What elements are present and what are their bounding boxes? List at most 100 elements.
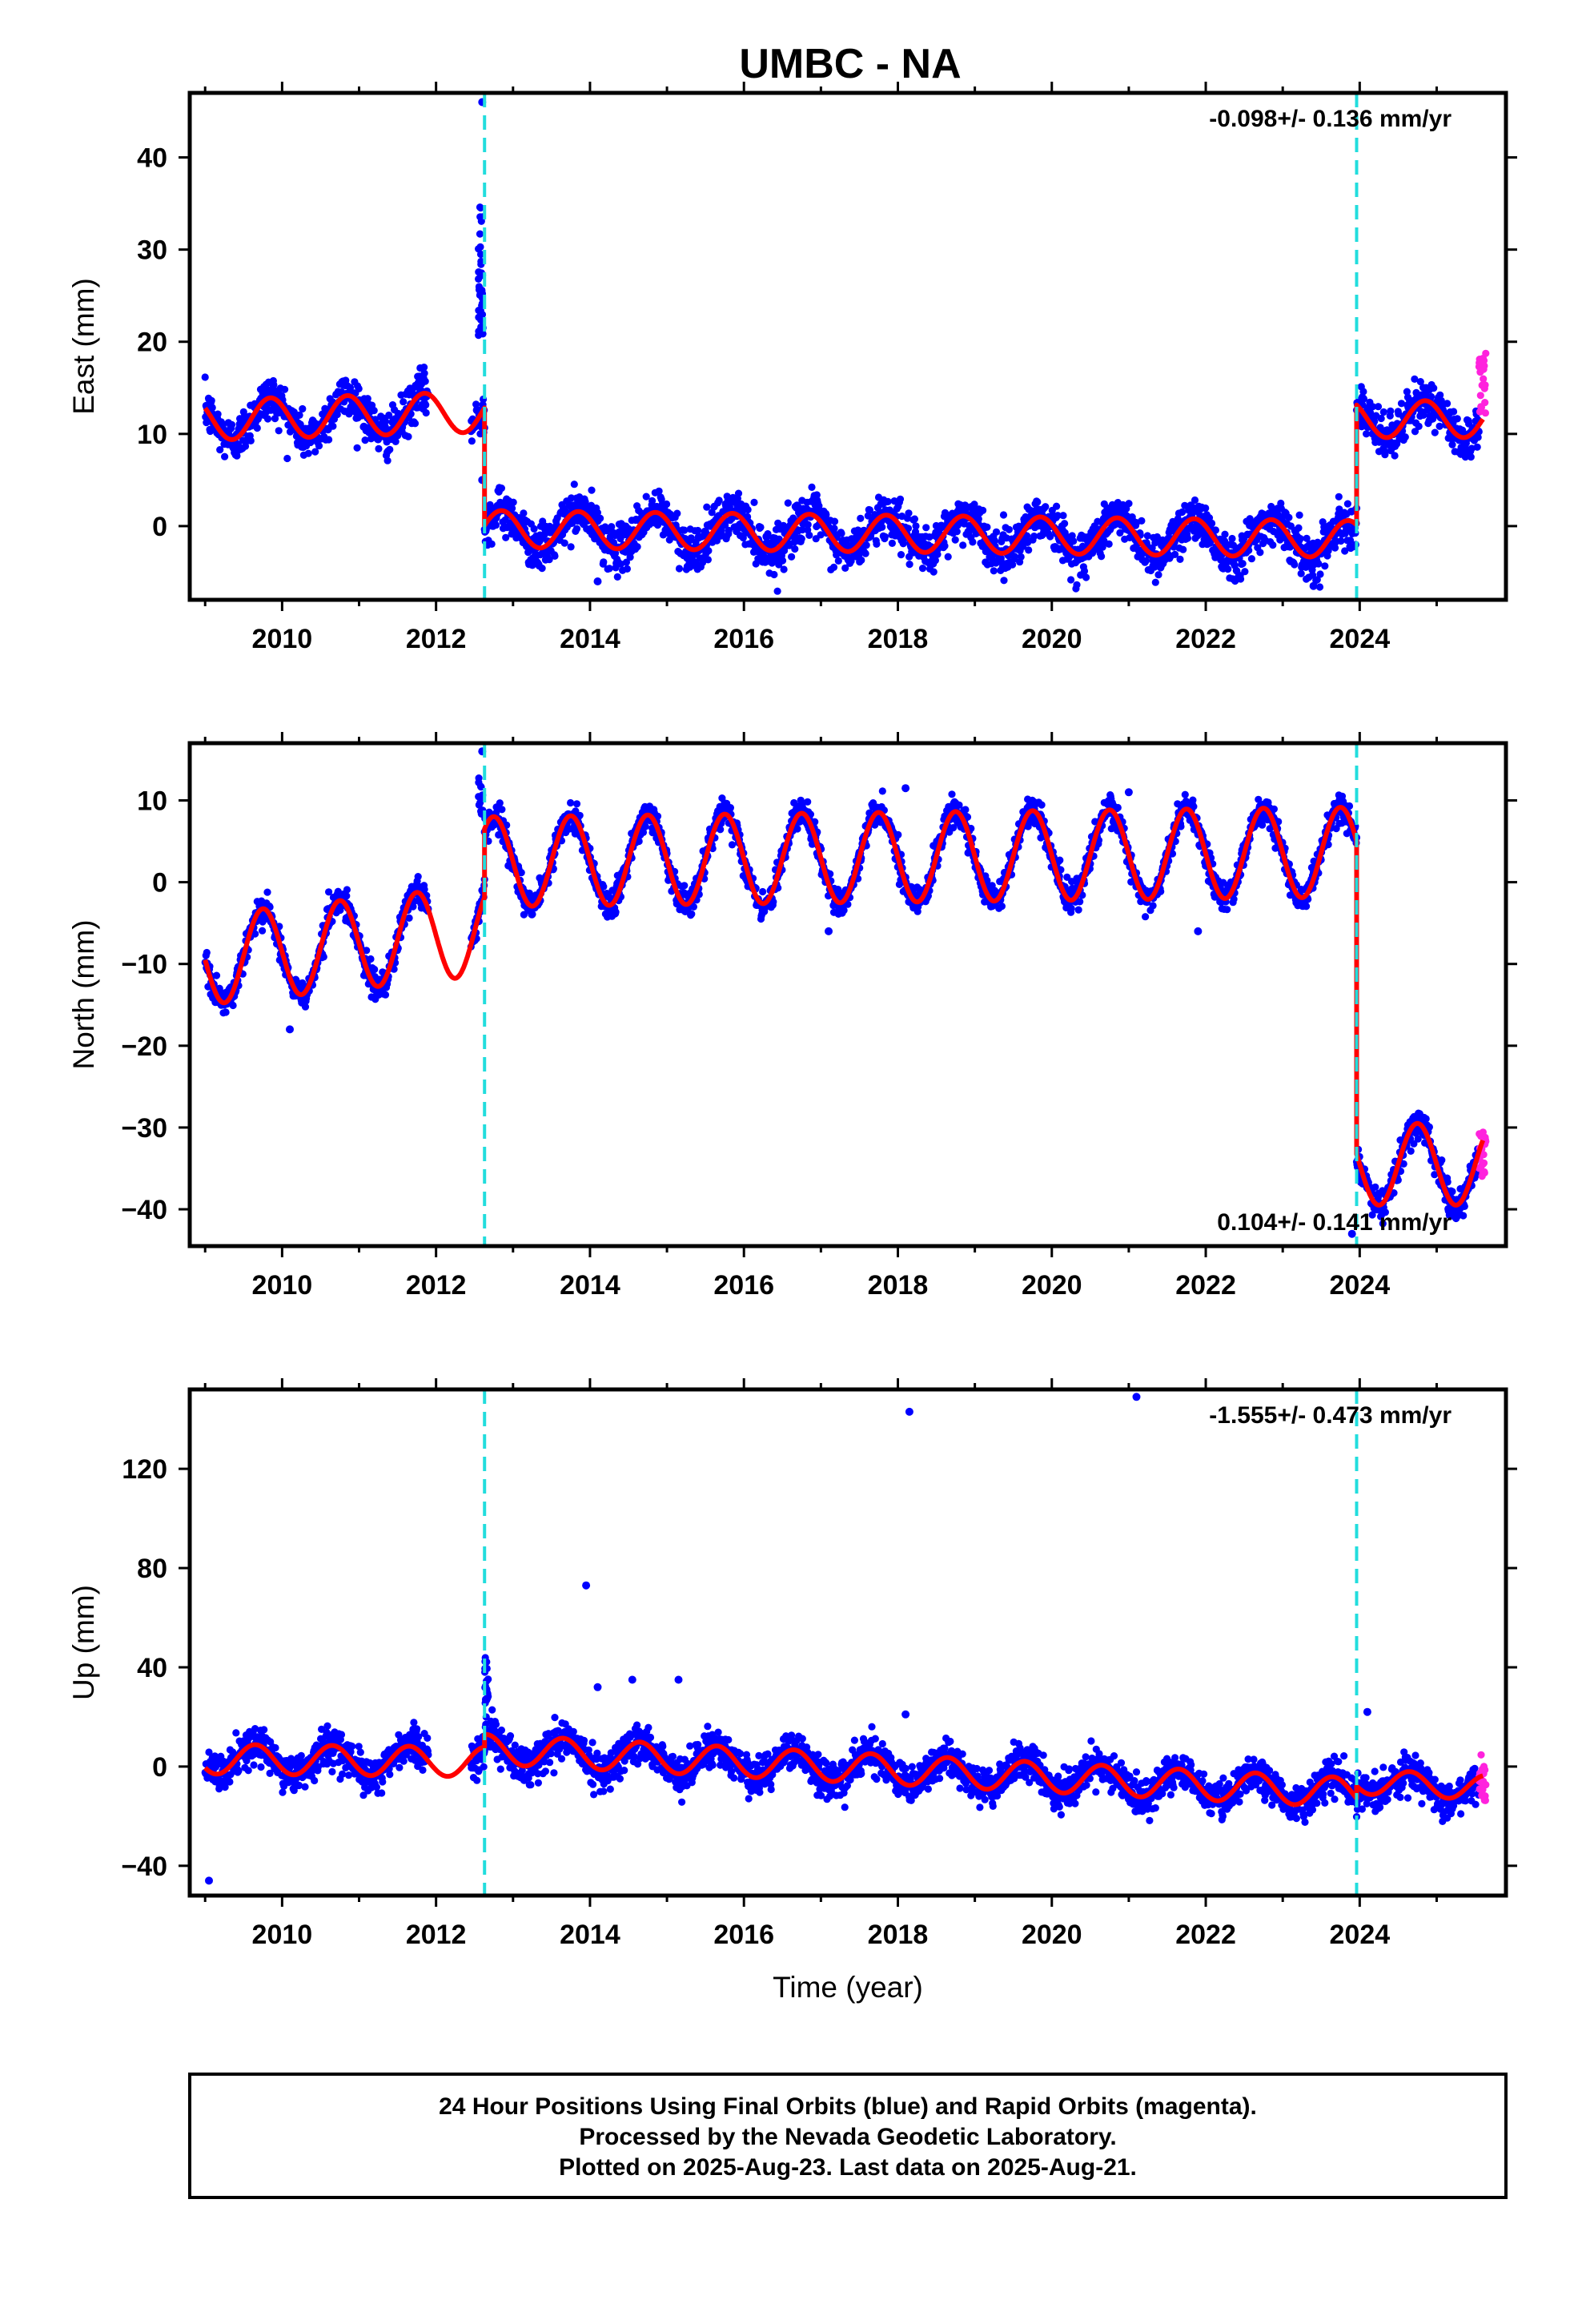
x-tick-label: 2010 bbox=[252, 624, 313, 654]
final-orbit-point bbox=[422, 401, 430, 409]
plot-area bbox=[201, 747, 1490, 1238]
rapid-orbit-point bbox=[1481, 381, 1489, 389]
final-orbit-point bbox=[538, 565, 546, 573]
final-orbit-point bbox=[520, 509, 528, 517]
final-orbit-point bbox=[983, 523, 991, 531]
final-orbit-point bbox=[1151, 578, 1159, 586]
final-orbit-point bbox=[788, 553, 796, 561]
final-orbit-point bbox=[259, 927, 267, 935]
final-orbit-point bbox=[841, 564, 849, 573]
final-orbit-point bbox=[1467, 453, 1475, 461]
final-orbit-point bbox=[1321, 562, 1329, 570]
final-orbit-point bbox=[551, 552, 559, 561]
final-orbit-point bbox=[653, 521, 662, 529]
final-orbit-point bbox=[791, 545, 799, 553]
final-orbit-point bbox=[1080, 567, 1089, 575]
final-orbit-point bbox=[778, 557, 787, 565]
final-orbit-point bbox=[797, 535, 805, 543]
final-orbit-point bbox=[953, 528, 961, 536]
y-tick-label: 0 bbox=[152, 512, 167, 542]
final-orbit-point bbox=[475, 283, 484, 291]
final-orbit-point bbox=[705, 547, 713, 555]
final-orbit-point bbox=[247, 436, 255, 445]
final-orbit-point bbox=[1116, 529, 1124, 537]
final-orbit-point bbox=[1296, 535, 1304, 543]
final-orbit-point bbox=[385, 411, 393, 420]
final-orbit-point bbox=[694, 526, 702, 535]
final-orbit-point bbox=[1221, 530, 1229, 538]
final-orbit-point bbox=[1082, 573, 1090, 581]
final-orbit-point bbox=[857, 514, 865, 522]
final-orbit-point bbox=[612, 908, 620, 916]
final-orbit-point bbox=[897, 551, 905, 559]
final-orbit-point bbox=[626, 553, 634, 561]
final-orbit-point bbox=[1431, 428, 1439, 436]
final-orbit-point bbox=[734, 489, 743, 497]
final-orbit-point bbox=[878, 787, 886, 795]
rate-annotation: -0.098+/- 0.136 mm/yr bbox=[1209, 106, 1452, 132]
final-orbit-point bbox=[970, 501, 978, 509]
final-orbit-point bbox=[355, 384, 363, 392]
final-orbit-point bbox=[1315, 560, 1323, 568]
final-orbit-point bbox=[1247, 555, 1255, 563]
final-orbit-point bbox=[271, 415, 279, 423]
final-orbit-point bbox=[673, 509, 681, 517]
final-orbit-point bbox=[1415, 422, 1423, 431]
final-orbit-point bbox=[992, 528, 1001, 536]
final-orbit-point bbox=[910, 515, 918, 523]
final-orbit-point bbox=[881, 533, 889, 541]
final-orbit-point bbox=[545, 556, 553, 564]
final-orbit-point bbox=[757, 523, 765, 532]
final-orbit-point bbox=[959, 541, 967, 549]
final-orbit-point bbox=[773, 587, 781, 595]
final-orbit-point bbox=[934, 550, 942, 558]
final-orbit-point bbox=[381, 991, 390, 999]
final-orbit-point bbox=[822, 511, 830, 519]
final-orbit-point bbox=[572, 800, 581, 808]
final-orbit-point bbox=[1154, 571, 1162, 579]
final-orbit-point bbox=[475, 307, 483, 315]
final-orbit-point bbox=[1030, 533, 1038, 541]
final-orbit-point bbox=[641, 822, 649, 830]
final-orbit-point bbox=[600, 558, 608, 566]
final-orbit-point bbox=[281, 385, 289, 393]
x-tick-label: 2014 bbox=[560, 624, 620, 654]
x-tick-label: 2012 bbox=[406, 624, 467, 654]
final-orbit-point bbox=[568, 494, 576, 502]
final-orbit-point bbox=[896, 495, 905, 503]
final-orbit-point bbox=[663, 500, 671, 509]
final-orbit-point bbox=[567, 543, 575, 551]
final-orbit-point bbox=[329, 422, 337, 430]
final-orbit-point bbox=[421, 377, 429, 385]
final-orbit-point bbox=[805, 531, 813, 540]
final-orbit-point bbox=[1010, 553, 1018, 561]
final-orbit-point bbox=[1256, 549, 1264, 557]
plot-area bbox=[201, 98, 1490, 595]
y-axis-label: East (mm) bbox=[67, 278, 100, 415]
final-orbit-point bbox=[1316, 570, 1324, 578]
final-orbit-point bbox=[884, 497, 892, 506]
final-orbit-point bbox=[498, 806, 506, 814]
final-orbit-point bbox=[784, 499, 792, 507]
final-orbit-point bbox=[1025, 546, 1033, 554]
final-orbit-point bbox=[873, 540, 881, 549]
final-orbit-point bbox=[642, 493, 650, 501]
final-orbit-point bbox=[296, 420, 304, 428]
final-orbit-point bbox=[1176, 555, 1184, 564]
final-orbit-point bbox=[367, 955, 375, 963]
final-orbit-point bbox=[990, 537, 998, 545]
final-orbit-point bbox=[1202, 504, 1210, 513]
final-orbit-point bbox=[764, 530, 772, 538]
x-tick-label: 2020 bbox=[1022, 624, 1082, 654]
x-tick-label: 2016 bbox=[713, 624, 774, 654]
rapid-orbit-point bbox=[1480, 362, 1488, 370]
final-orbit-point bbox=[371, 965, 379, 974]
final-orbit-point bbox=[530, 525, 538, 533]
final-orbit-point bbox=[263, 888, 271, 896]
final-orbit-point bbox=[681, 526, 689, 534]
final-orbit-point bbox=[1046, 533, 1054, 541]
final-orbit-point bbox=[383, 456, 391, 464]
final-orbit-point bbox=[1387, 407, 1395, 415]
x-tick-label: 2024 bbox=[1330, 624, 1391, 654]
final-orbit-point bbox=[1125, 500, 1133, 508]
